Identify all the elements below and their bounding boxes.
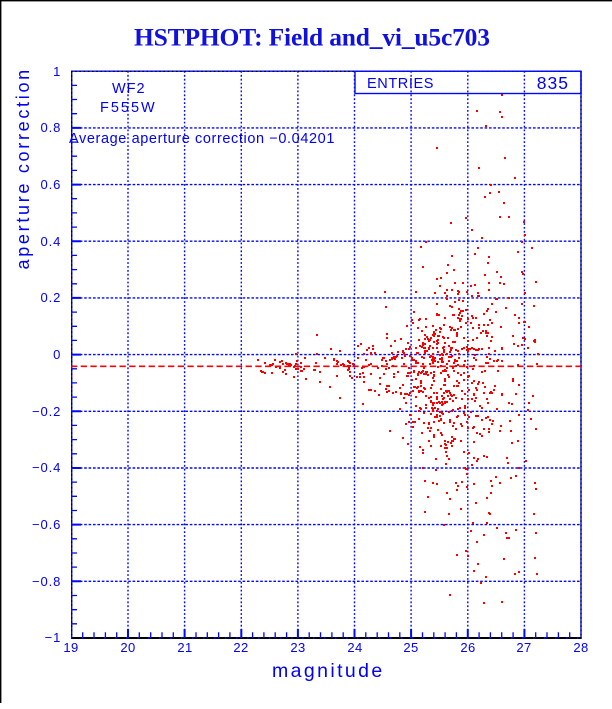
svg-text:21: 21 — [177, 640, 192, 655]
svg-text:magnitude: magnitude — [272, 660, 385, 682]
svg-text:25: 25 — [403, 640, 418, 655]
svg-text:23: 23 — [290, 640, 305, 655]
svg-text:28: 28 — [573, 640, 588, 655]
svg-text:20: 20 — [120, 640, 135, 655]
svg-text:−1: −1 — [45, 630, 62, 645]
svg-text:0.8: 0.8 — [41, 120, 62, 135]
svg-text:0.2: 0.2 — [41, 290, 62, 305]
svg-text:−0.6: −0.6 — [32, 517, 61, 532]
svg-text:ENTRIES: ENTRIES — [367, 76, 434, 92]
svg-text:835: 835 — [537, 73, 569, 93]
svg-text:22: 22 — [233, 640, 248, 655]
svg-text:27: 27 — [516, 640, 531, 655]
svg-text:−0.2: −0.2 — [32, 404, 61, 419]
svg-text:26: 26 — [460, 640, 475, 655]
svg-text:0.6: 0.6 — [41, 177, 62, 192]
svg-text:Average aperture correction −0: Average aperture correction −0.04201 — [69, 131, 335, 147]
svg-text:aperture correction: aperture correction — [13, 67, 33, 269]
svg-text:19: 19 — [63, 640, 78, 655]
svg-text:WF2: WF2 — [112, 81, 146, 97]
svg-text:1: 1 — [53, 64, 61, 79]
svg-text:−0.8: −0.8 — [32, 574, 61, 589]
svg-text:0: 0 — [53, 347, 61, 362]
svg-text:−0.4: −0.4 — [32, 460, 61, 475]
svg-text:0.4: 0.4 — [41, 234, 62, 249]
svg-text:F555W: F555W — [100, 100, 157, 116]
svg-text:HSTPHOT: Field and_vi_u5c703: HSTPHOT: Field and_vi_u5c703 — [134, 23, 490, 52]
svg-text:24: 24 — [347, 640, 362, 655]
